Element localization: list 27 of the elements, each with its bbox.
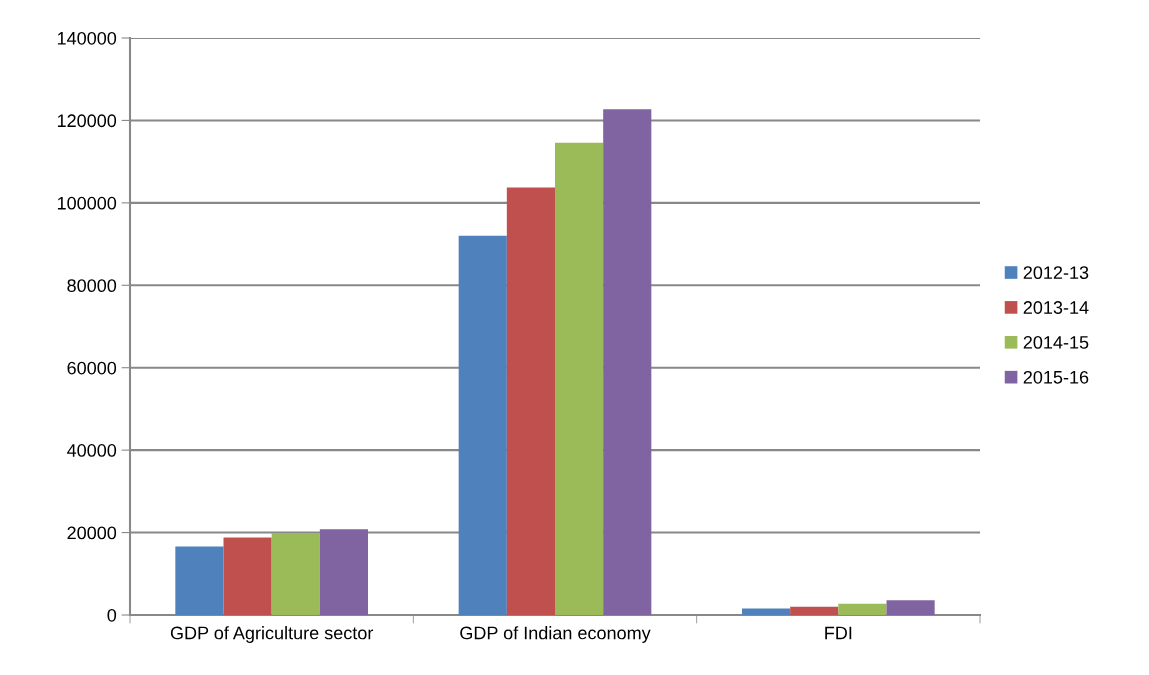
legend-label: 2012-13: [1023, 266, 1089, 280]
legend-label: 2014-15: [1023, 336, 1089, 349]
y-tick-label: 140000: [57, 31, 117, 45]
bar: [555, 142, 604, 615]
bar: [175, 546, 224, 615]
y-tick-label: 40000: [67, 444, 117, 457]
bar: [458, 235, 507, 615]
bar: [886, 600, 935, 615]
y-tick-label: 20000: [67, 526, 117, 540]
bar: [742, 608, 791, 615]
y-tick-label: 100000: [57, 196, 117, 210]
bar: [603, 109, 652, 615]
legend-label: 2013-14: [1023, 301, 1089, 314]
y-tick-label: 120000: [57, 114, 117, 128]
bar: [271, 532, 320, 615]
x-tick-label: GDP of Indian economy: [460, 626, 651, 643]
bar: [506, 187, 555, 615]
y-tick-label: 60000: [67, 361, 117, 375]
y-tick-label: 0: [107, 608, 117, 622]
bar: [790, 606, 839, 615]
bar: [838, 603, 887, 615]
bar: [319, 529, 368, 615]
x-tick-label: FDI: [825, 626, 852, 640]
legend-label: 2015-16: [1023, 370, 1089, 384]
y-tick-label: 80000: [67, 279, 117, 293]
bar: [223, 537, 272, 615]
x-tick-label: GDP of Agriculture sector: [170, 626, 374, 643]
